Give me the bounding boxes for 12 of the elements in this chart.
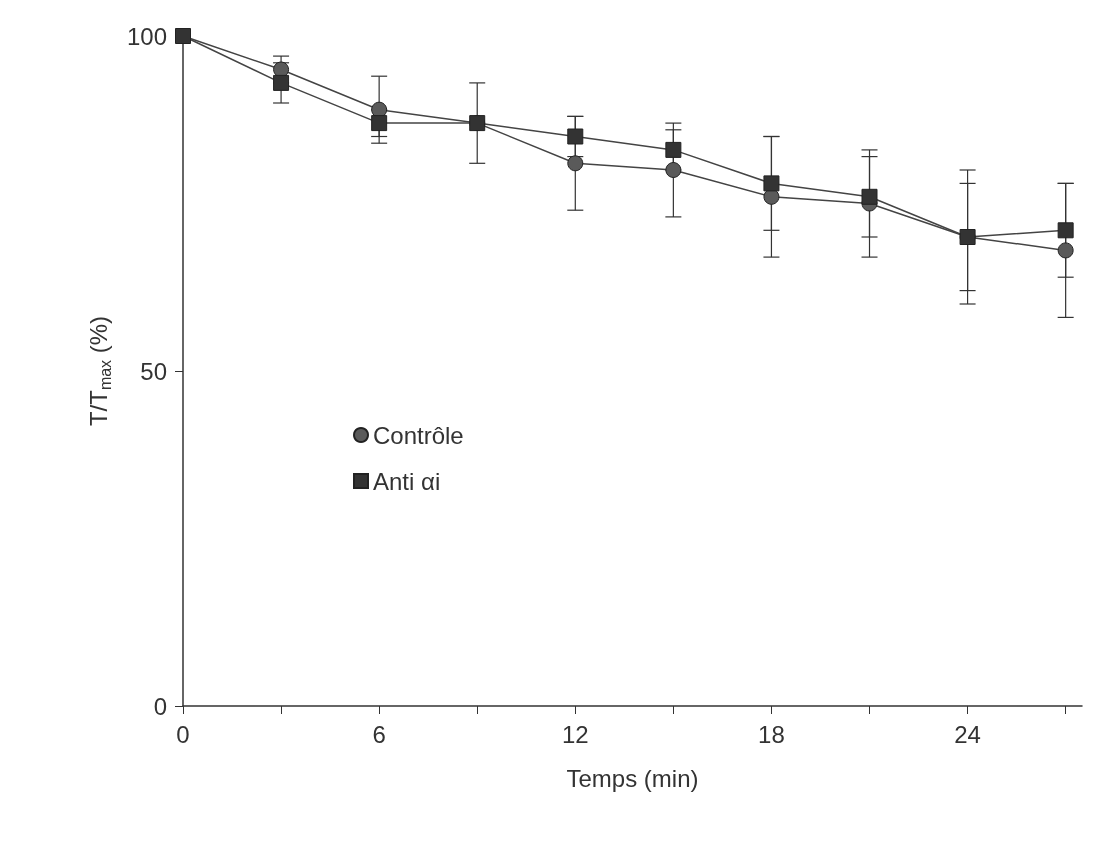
x-tick-label: 24 xyxy=(954,720,981,748)
x-tick-label: 18 xyxy=(758,720,785,748)
x-tick-label: 0 xyxy=(176,720,190,748)
y-axis-title: T/Tmax (%) xyxy=(84,315,114,427)
y-tick-label: 100 xyxy=(126,22,167,50)
legend-label: Contrôle xyxy=(373,421,464,449)
y-tick-label: 0 xyxy=(153,692,167,720)
y-tick-label: 50 xyxy=(140,357,167,385)
x-tick-label: 6 xyxy=(372,720,386,748)
x-tick-label: 12 xyxy=(561,720,589,748)
x-axis-title: Temps (min) xyxy=(566,764,699,792)
legend-label: Anti αi xyxy=(373,467,441,495)
